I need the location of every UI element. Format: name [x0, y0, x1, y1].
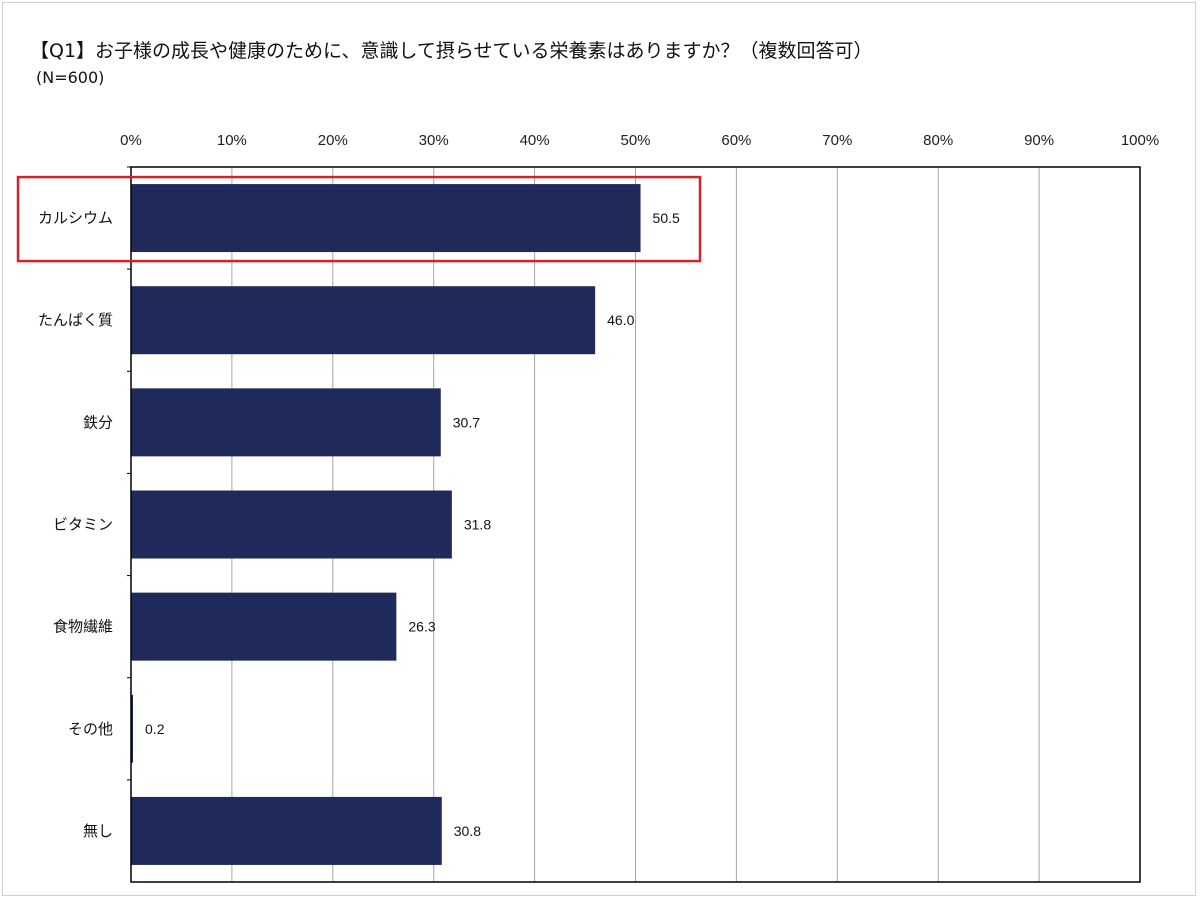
category-label: 無し — [83, 822, 113, 840]
value-label: 31.8 — [464, 517, 491, 533]
x-axis-ticks: 0% 10% 20% 30% 40% 50% 60% 70% 80% 90% 100% — [120, 132, 1159, 149]
category-label: カルシウム — [38, 209, 113, 227]
category-label: 鉄分 — [83, 413, 113, 431]
x-tick-label: 50% — [620, 132, 650, 149]
plot-border — [130, 166, 1141, 883]
bar — [131, 184, 641, 253]
x-tick-label: 60% — [721, 132, 751, 149]
x-tick-label: 20% — [318, 132, 348, 149]
category-label: ビタミン — [53, 516, 113, 534]
x-tick-label: 30% — [419, 132, 449, 149]
highlight — [16, 175, 702, 263]
value-label: 26.3 — [408, 619, 435, 635]
plot-area — [127, 166, 1141, 883]
category-label: その他 — [68, 720, 113, 738]
value-label: 50.5 — [653, 210, 680, 226]
highlight-box — [16, 175, 702, 263]
value-label: 30.7 — [453, 414, 480, 430]
chart-subtitle: (N=600) — [36, 68, 105, 87]
bars — [131, 184, 641, 865]
value-label: 30.8 — [454, 823, 481, 839]
value-label: 0.2 — [145, 721, 165, 737]
bar — [131, 796, 442, 865]
bar — [131, 490, 452, 559]
x-tick-label: 10% — [217, 132, 247, 149]
chart-title: 【Q1】お子様の成長や健康のために、意識して摂らせている栄養素はありますか？（複… — [30, 40, 873, 62]
x-tick-label: 70% — [822, 132, 852, 149]
category-label: たんぱく質 — [38, 311, 113, 329]
value-label: 46.0 — [607, 312, 634, 328]
x-tick-label: 90% — [1024, 132, 1054, 149]
bar — [131, 694, 134, 763]
bar — [131, 286, 596, 355]
x-tick-label: 0% — [120, 132, 142, 149]
value-labels: 50.5 46.0 30.7 31.8 26.3 0.2 30.8 — [145, 210, 680, 839]
x-tick-label: 80% — [923, 132, 953, 149]
category-label: 食物繊維 — [53, 618, 113, 636]
x-tick-label: 100% — [1121, 132, 1159, 149]
x-tick-label: 40% — [520, 132, 550, 149]
bar — [131, 592, 397, 661]
bar — [131, 388, 441, 457]
